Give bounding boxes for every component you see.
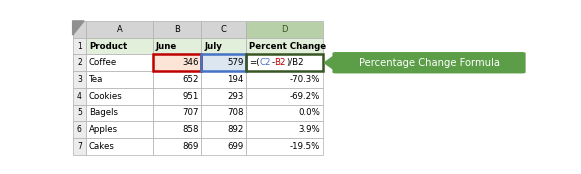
Text: Cookies: Cookies [89,92,123,101]
Text: B2: B2 [274,58,286,67]
Text: C: C [221,25,227,34]
Text: 652: 652 [182,75,199,84]
Bar [202,121,246,138]
Text: )/B2: )/B2 [286,58,303,67]
Bar [246,21,323,38]
Bar [73,121,86,138]
Text: -69.2%: -69.2% [290,92,320,101]
Bar [73,105,86,121]
Bar [246,38,323,54]
Text: 293: 293 [227,92,244,101]
Bar [73,38,86,54]
Bar [86,138,153,155]
Bar [73,71,86,88]
Bar [73,54,86,71]
Bar [246,54,323,71]
Polygon shape [324,54,336,71]
Bar [202,54,246,71]
Text: Tea: Tea [89,75,103,84]
Bar [153,88,202,105]
Text: 7: 7 [77,142,82,151]
Bar [246,71,323,88]
Text: Apples: Apples [89,125,118,134]
Text: July: July [204,42,222,50]
Bar [153,105,202,121]
Bar [246,121,323,138]
Text: 5: 5 [77,109,82,117]
Text: Bagels: Bagels [89,109,118,117]
Bar [202,88,246,105]
Text: Percent Change: Percent Change [249,42,327,50]
Text: 869: 869 [182,142,199,151]
Bar [153,121,202,138]
Bar [73,88,86,105]
Text: 4: 4 [77,92,82,101]
Text: 2: 2 [77,58,82,67]
Text: -19.5%: -19.5% [290,142,320,151]
Bar [86,38,153,54]
Bar [153,54,202,71]
Bar [73,21,86,38]
Bar [86,21,153,38]
Bar [202,138,246,155]
Bar [86,121,153,138]
Bar [153,21,202,38]
Bar [153,71,202,88]
Bar [202,105,246,121]
Bar [86,105,153,121]
Text: A: A [117,25,123,34]
Bar [86,54,153,71]
Text: D: D [281,25,288,34]
Text: =(: =( [249,58,260,67]
Text: 194: 194 [227,75,244,84]
Bar [202,38,246,54]
Text: June: June [156,42,177,50]
Bar [246,105,323,121]
Text: Cakes: Cakes [89,142,114,151]
Bar [153,54,202,71]
Text: 708: 708 [227,109,244,117]
Text: 6: 6 [77,125,82,134]
Text: 707: 707 [182,109,199,117]
Text: 3: 3 [77,75,82,84]
Text: 579: 579 [227,58,244,67]
Text: 0.0%: 0.0% [299,109,320,117]
FancyBboxPatch shape [332,52,526,73]
Text: Product: Product [89,42,127,50]
Text: 346: 346 [182,58,199,67]
Text: Coffee: Coffee [89,58,117,67]
Text: Percentage Change Formula: Percentage Change Formula [358,58,500,68]
Text: 892: 892 [227,125,244,134]
Text: -: - [271,58,274,67]
Text: 699: 699 [228,142,244,151]
Bar [202,54,246,71]
Bar [153,38,202,54]
Text: 1: 1 [77,42,82,50]
Text: -70.3%: -70.3% [290,75,320,84]
Polygon shape [73,21,84,35]
Bar [153,138,202,155]
Bar [202,71,246,88]
Text: 951: 951 [182,92,199,101]
Text: 3.9%: 3.9% [299,125,320,134]
Bar [246,138,323,155]
Bar [246,54,323,71]
Text: C2: C2 [260,58,271,67]
Text: 858: 858 [182,125,199,134]
Bar [202,21,246,38]
Text: B: B [174,25,180,34]
Bar [73,138,86,155]
Bar [86,71,153,88]
Bar [86,88,153,105]
Bar [246,88,323,105]
